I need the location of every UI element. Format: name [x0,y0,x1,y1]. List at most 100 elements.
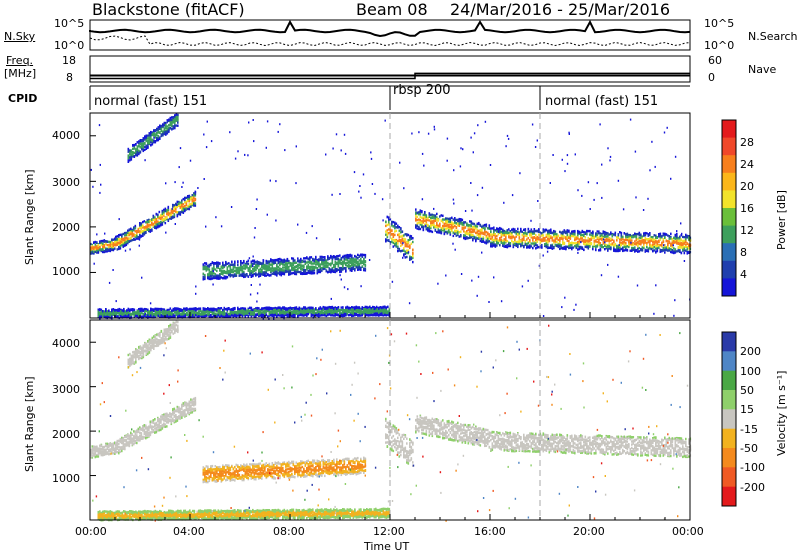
power-echo-afternoon [671,246,674,249]
power-echo-afternoon [472,237,474,240]
power-echo-afternoon [518,236,521,239]
power-echo-mid [237,261,239,264]
power-echo-mid [207,264,209,268]
power-echo-mid [204,276,206,279]
power-echo-mid [249,268,251,271]
power-echo-afternoon [616,246,618,249]
power-echo-early [163,209,165,213]
power-echo-afternoon [392,238,395,242]
power-echo-early [151,218,153,221]
power-echo-afternoon [554,238,557,241]
power-echo-afternoon [658,233,660,236]
power-echo-mid [328,262,331,266]
power-echo-early [184,201,186,204]
power-echo-mid [357,268,359,271]
power-echo-afternoon [425,225,428,229]
power-echo-afternoon [562,242,564,245]
power-echo-mid [292,268,295,272]
power-echo-afternoon [560,244,563,247]
power-echo-afternoon [449,225,452,229]
power-echo-mid [249,270,251,274]
power-echo-afternoon [494,235,497,238]
power-echo-mid [358,264,361,267]
power-echo-afternoon [529,239,531,242]
power-echo-afternoon [538,230,540,233]
power-echo-afternoon [577,245,579,248]
power-echo-afternoon [616,236,618,239]
power-echo-afternoon [581,239,584,243]
power-echo-ground [162,314,164,317]
power-echo-mid [309,260,311,263]
power-echo-mid [337,261,340,265]
power-echo-early [122,232,125,236]
power-echo-high [148,137,151,140]
power-echo-afternoon [562,234,564,238]
power-echo-mid [310,260,313,264]
power-echo-ground [141,307,143,311]
power-echo-afternoon [415,218,417,221]
power-echo-early [149,223,152,227]
power-echo-afternoon [667,246,669,249]
power-echo-early [152,222,155,226]
power-echo-afternoon [545,240,548,243]
power-echo-afternoon [476,233,479,237]
power-echo-afternoon [517,230,519,233]
power-echo-ground [181,310,184,313]
power-echo-afternoon [629,236,632,240]
power-echo-afternoon [538,236,540,239]
power-echo-afternoon [488,237,491,240]
power-echo-afternoon [521,242,524,245]
power-echo-mid [264,271,266,274]
power-echo-afternoon [445,230,447,234]
power-echo-afternoon [610,246,612,250]
power-echo-early [188,207,191,211]
power-echo-afternoon [542,229,545,233]
power-echo-mid [334,263,337,266]
power-echo-early [119,240,122,243]
power-echo-afternoon [479,232,482,235]
power-echo-afternoon [454,219,456,222]
p1-ytick-4000: 4000 [52,129,80,142]
power-echo-mid [277,259,280,262]
power-echo-afternoon [595,232,597,235]
power-echo-ground [159,311,161,315]
power-echo-afternoon [428,213,431,217]
power-echo-mid [214,262,217,265]
power-echo-mid [357,263,359,266]
power-echo-mid [351,268,353,272]
power-echo-mid [282,272,284,275]
power-echo-mid [277,265,280,269]
power-echo-afternoon [542,236,545,240]
nave-tick-low: 0 [708,71,715,84]
power-echo-afternoon [401,230,404,233]
power-echo-afternoon [469,232,471,235]
power-echo-mid [249,265,251,268]
power-echo-afternoon [487,236,489,239]
power-echo-mid [258,264,260,267]
power-echo-high [141,145,143,148]
power-echo-early [125,237,128,240]
power-echo-mid [322,259,325,262]
power-echo-early [108,246,110,249]
power-echo-mid [292,259,295,262]
power-echo-mid [358,268,361,271]
power-echo-afternoon [680,251,683,255]
power-echo-high [174,117,176,121]
power-echo-afternoon [442,218,444,221]
power-echo-early [172,204,174,207]
nsearch-label: N.Search [748,30,798,43]
power-echo-afternoon [544,243,546,246]
power-echo-afternoon [608,245,611,248]
power-echo-high [159,125,161,128]
power-echo-ground [112,310,115,313]
power-echo-afternoon [601,238,603,241]
power-echo-afternoon [674,248,677,251]
power-echo-mid [237,263,239,267]
power-echo-afternoon [589,242,591,245]
power-echo-mid [315,263,317,266]
power-echo-afternoon [641,241,644,244]
power-echo-afternoon [632,248,635,251]
power-echo-afternoon [542,234,545,237]
power-echo-afternoon [436,212,438,216]
power-echo-afternoon [401,249,404,252]
